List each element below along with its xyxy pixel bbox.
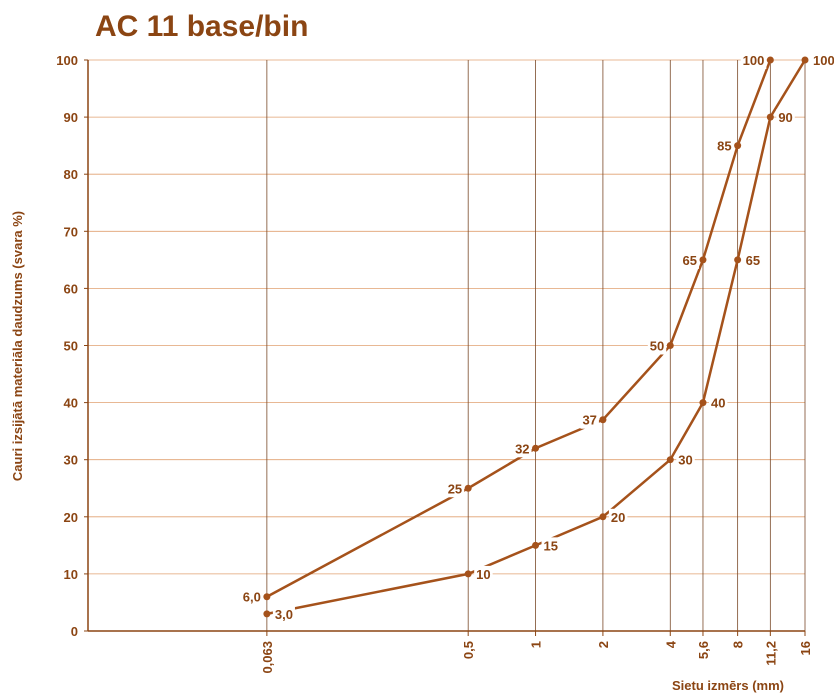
data-point xyxy=(766,113,774,121)
data-label: 37 xyxy=(582,413,596,428)
data-label: 25 xyxy=(448,481,462,496)
data-label: 100 xyxy=(813,53,834,68)
data-label: 65 xyxy=(746,253,760,268)
x-tick-label: 4 xyxy=(663,640,678,648)
data-point xyxy=(699,256,707,264)
y-tick-label: 100 xyxy=(56,53,78,68)
y-tick-label: 0 xyxy=(71,624,78,639)
data-label: 30 xyxy=(678,453,692,468)
label-bg xyxy=(240,588,263,606)
data-label: 85 xyxy=(717,139,731,154)
data-point xyxy=(734,256,742,264)
label-bg xyxy=(676,451,695,469)
x-tick-label: 0,063 xyxy=(260,641,275,674)
label-bg xyxy=(272,605,295,623)
y-tick-label: 20 xyxy=(64,510,78,525)
data-point xyxy=(599,513,607,521)
data-point xyxy=(666,456,674,464)
y-tick-label: 80 xyxy=(64,167,78,182)
label-bg xyxy=(715,137,734,155)
x-tick-label: 8 xyxy=(731,641,746,648)
data-label: 65 xyxy=(683,253,697,268)
data-point xyxy=(599,416,607,424)
data-label: 90 xyxy=(778,110,792,125)
chart-title: AC 11 base/bin xyxy=(95,10,308,43)
data-point xyxy=(532,541,540,549)
x-tick-label: 0,5 xyxy=(461,641,476,659)
data-point xyxy=(532,444,540,452)
y-tick-label: 40 xyxy=(64,396,78,411)
data-point xyxy=(666,342,674,349)
y-tick-label: 50 xyxy=(64,339,78,354)
data-point xyxy=(464,484,472,492)
series-line xyxy=(266,59,772,598)
label-bg xyxy=(776,109,795,127)
x-tick-label: 11,2 xyxy=(763,641,778,666)
label-bg xyxy=(743,251,763,269)
y-tick-label: 90 xyxy=(64,110,78,125)
label-bg xyxy=(740,52,767,69)
data-label: 6,0 xyxy=(243,590,261,605)
data-label: 15 xyxy=(544,538,558,553)
x-tick-label: 5,6 xyxy=(696,641,711,659)
data-label: 40 xyxy=(711,396,725,411)
label-bg xyxy=(580,411,599,429)
label-bg xyxy=(811,52,834,69)
label-bg xyxy=(474,565,493,583)
y-tick-label: 30 xyxy=(64,453,78,468)
data-point xyxy=(263,610,271,618)
y-tick-label: 70 xyxy=(64,224,78,239)
x-tick-label: 16 xyxy=(798,641,813,655)
label-bg xyxy=(445,480,465,498)
y-axis-label: Cauri izsijātā materiāla daudzums (svara… xyxy=(10,211,25,481)
data-label: 50 xyxy=(650,339,664,354)
data-point xyxy=(734,142,742,150)
data-point xyxy=(699,399,707,407)
data-point xyxy=(464,570,472,578)
data-label: 10 xyxy=(476,567,490,582)
label-bg xyxy=(647,337,667,355)
label-bg xyxy=(680,251,699,269)
x-axis-label: Sietu izmērs (mm) xyxy=(672,678,784,693)
data-label: 32 xyxy=(515,441,529,456)
data-point xyxy=(263,593,271,601)
label-bg xyxy=(608,508,628,526)
data-point xyxy=(766,56,774,64)
x-tick-label: 1 xyxy=(529,641,544,648)
data-label: 20 xyxy=(611,510,625,525)
x-tick-label: 2 xyxy=(596,641,611,648)
label-bg xyxy=(708,394,728,412)
data-label: 3,0 xyxy=(275,607,293,622)
y-tick-label: 60 xyxy=(64,281,78,296)
label-bg xyxy=(541,537,561,555)
data-point xyxy=(801,56,809,64)
label-bg xyxy=(513,440,532,458)
y-tick-label: 10 xyxy=(64,567,78,582)
data-label: 100 xyxy=(743,53,765,68)
